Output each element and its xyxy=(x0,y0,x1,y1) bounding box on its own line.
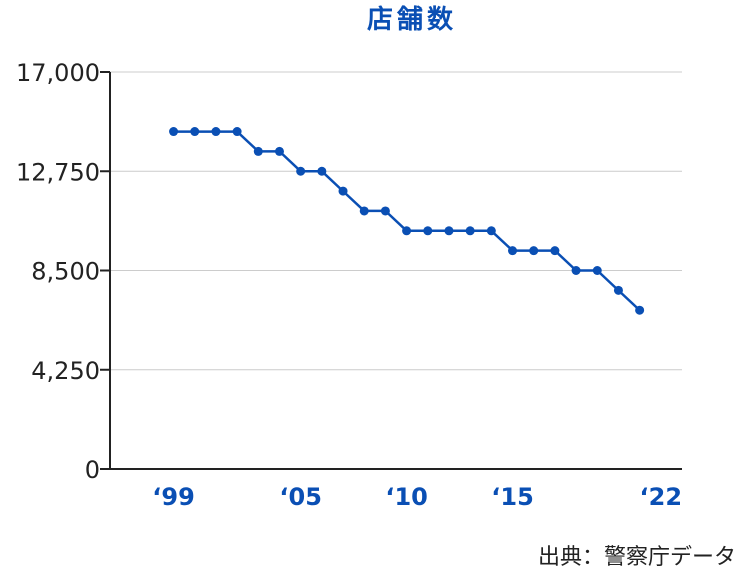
data-point-2017 xyxy=(550,246,560,256)
x-tick-label-2: ‘10 xyxy=(385,483,428,511)
data-point-2009 xyxy=(380,206,390,216)
data-point-2015 xyxy=(508,246,518,256)
y-tick-label-2: 8,500 xyxy=(31,258,100,286)
series-line xyxy=(173,130,641,312)
data-point-2019 xyxy=(592,266,602,275)
data-point-2007 xyxy=(338,186,348,196)
y-tick-label-3: 12,750 xyxy=(16,158,100,186)
data-point-2012 xyxy=(444,226,454,236)
x-tick-label-0: ‘99 xyxy=(152,483,195,511)
series xyxy=(169,127,645,315)
data-point-2021 xyxy=(635,305,645,315)
data-point-2016 xyxy=(529,246,539,256)
x-tick-label-1: ‘05 xyxy=(279,483,322,511)
data-point-2010 xyxy=(402,226,412,236)
x-tick-label-4: ‘22 xyxy=(640,483,683,511)
chart-title: 店舗数 xyxy=(367,5,457,35)
x-tick-label-3: ‘15 xyxy=(491,483,534,511)
y-tick-label-4: 17,000 xyxy=(16,59,100,87)
data-point-2001 xyxy=(211,127,221,137)
data-point-2011 xyxy=(423,226,433,236)
data-point-2014 xyxy=(486,226,496,236)
data-point-2008 xyxy=(359,206,369,216)
data-point-2020 xyxy=(613,285,623,295)
data-point-1999 xyxy=(169,127,179,137)
y-axis-ticks: 0 4,250 8,500 12,750 17,000 xyxy=(16,59,110,484)
data-point-2005 xyxy=(296,166,306,176)
data-point-2006 xyxy=(317,166,327,176)
source-note: 出典：警察庁データ xyxy=(538,545,736,570)
y-tick-label-1: 4,250 xyxy=(31,357,100,385)
data-point-2002 xyxy=(232,127,242,137)
data-point-2004 xyxy=(274,146,284,156)
x-axis-ticks: ‘99 ‘05 ‘10 ‘15 ‘22 xyxy=(152,483,682,511)
data-point-2013 xyxy=(465,226,475,236)
data-point-2003 xyxy=(253,146,263,156)
data-point-2018 xyxy=(571,266,581,275)
data-point-2000 xyxy=(190,127,200,137)
y-tick-label-0: 0 xyxy=(85,456,100,484)
